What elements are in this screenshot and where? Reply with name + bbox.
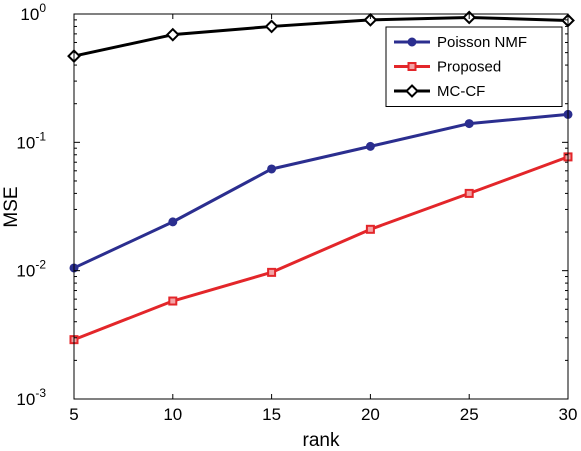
y-tick-label: 100 bbox=[20, 1, 46, 24]
data-point-mc-cf bbox=[264, 19, 279, 34]
series-line-poisson-nmf bbox=[73, 112, 569, 270]
y-tick-exponent: -1 bbox=[35, 129, 46, 143]
data-point-proposed bbox=[168, 296, 178, 306]
legend-marker-mc-cf bbox=[405, 84, 419, 98]
data-point-poisson-nmf bbox=[267, 164, 277, 174]
data-point-poisson-nmf bbox=[168, 217, 178, 227]
y-tick-base: 10 bbox=[16, 133, 35, 152]
series-line-proposed bbox=[73, 155, 569, 342]
y-tick-label: 10-1 bbox=[16, 129, 46, 152]
y-tick-exponent: -3 bbox=[35, 386, 46, 400]
x-tick-label: 20 bbox=[361, 405, 380, 424]
x-tick-label: 5 bbox=[69, 405, 78, 424]
y-tick-base: 10 bbox=[16, 390, 35, 409]
data-point-poisson-nmf bbox=[464, 119, 474, 129]
legend-label-poisson-nmf: Poisson NMF bbox=[437, 34, 527, 51]
x-tick-label: 15 bbox=[262, 405, 281, 424]
x-tick-label: 10 bbox=[163, 405, 182, 424]
legend: Poisson NMF Proposed MC-CF bbox=[385, 26, 563, 107]
data-point-mc-cf bbox=[165, 27, 180, 42]
y-tick-base: 10 bbox=[20, 5, 39, 24]
y-tick-label: 10-3 bbox=[16, 386, 46, 409]
y-axis-title: MSE bbox=[1, 186, 22, 227]
data-point-proposed bbox=[365, 224, 375, 234]
y-tick-base: 10 bbox=[16, 262, 35, 281]
legend-marker-poisson-nmf bbox=[407, 37, 417, 47]
series-line-mc-cf bbox=[73, 15, 569, 58]
x-tick-label: 30 bbox=[559, 405, 578, 424]
legend-label-mc-cf: MC-CF bbox=[437, 83, 485, 100]
y-tick-exponent: -2 bbox=[35, 258, 46, 272]
plot-area bbox=[67, 10, 575, 345]
x-axis-title: rank bbox=[303, 430, 340, 451]
y-tick-exponent: 0 bbox=[39, 1, 46, 15]
data-point-poisson-nmf bbox=[365, 141, 375, 151]
plot-frame bbox=[73, 13, 569, 400]
legend-label-proposed: Proposed bbox=[437, 59, 501, 76]
data-point-proposed bbox=[267, 267, 277, 277]
data-point-proposed bbox=[464, 188, 474, 198]
legend-marker-proposed bbox=[407, 62, 417, 71]
y-tick-label: 10-2 bbox=[16, 258, 46, 281]
data-point-mc-cf bbox=[363, 12, 378, 27]
x-tick-label: 25 bbox=[460, 405, 479, 424]
